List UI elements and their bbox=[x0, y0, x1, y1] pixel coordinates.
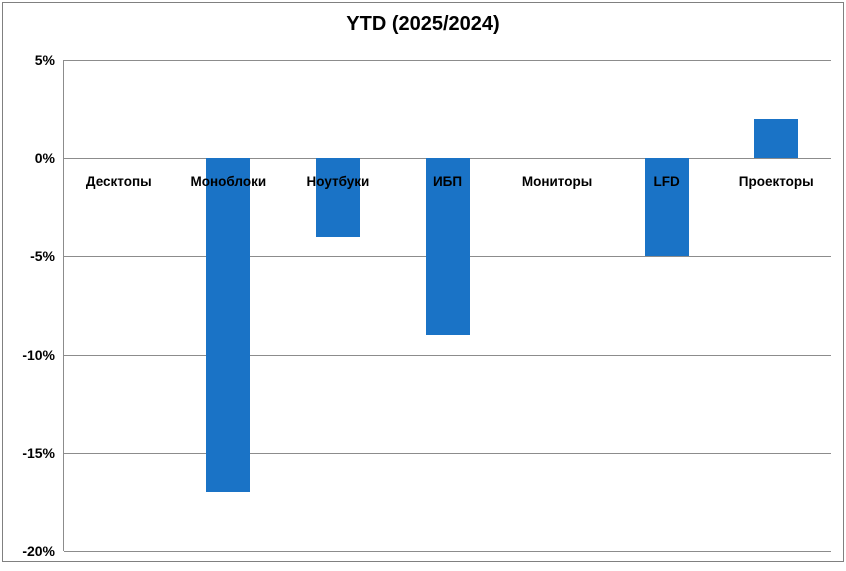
bar-3 bbox=[425, 158, 470, 335]
chart-title: YTD (2025/2024) bbox=[346, 13, 500, 35]
gridline--15pct bbox=[64, 452, 831, 454]
category-label-2: Ноутбуки bbox=[306, 174, 370, 190]
y-axis-tick-label: 0% bbox=[34, 150, 55, 167]
category-label-1: Моноблоки bbox=[190, 174, 267, 190]
y-axis-tick-label: -15% bbox=[22, 444, 55, 461]
y-axis-tick-label: -5% bbox=[30, 248, 55, 265]
y-axis-tick-label: -20% bbox=[22, 543, 55, 559]
gridline-5pct bbox=[64, 60, 831, 61]
category-label-4: Мониторы bbox=[521, 174, 593, 190]
category-label-5: LFD bbox=[653, 174, 680, 190]
category-label-3: ИБП bbox=[432, 174, 463, 190]
bar-2 bbox=[315, 158, 360, 237]
y-axis-tick-label: 5% bbox=[34, 52, 55, 68]
category-label-6: Проекторы bbox=[738, 174, 814, 190]
bar-5 bbox=[644, 158, 689, 257]
bar-1 bbox=[206, 158, 251, 493]
y-axis-tick-label: -10% bbox=[22, 346, 55, 363]
bar-6 bbox=[754, 118, 799, 159]
gridline--20pct bbox=[64, 551, 831, 552]
gridline--10pct bbox=[64, 354, 831, 356]
category-label-0: Десктопы bbox=[85, 174, 152, 190]
chart-frame: YTD (2025/2024) Десктопы Моноблоки Ноутбук… bbox=[2, 2, 844, 562]
plot-area: Десктопы Моноблоки Ноутбуки ИБП Мониторы LFD П… bbox=[63, 60, 831, 552]
